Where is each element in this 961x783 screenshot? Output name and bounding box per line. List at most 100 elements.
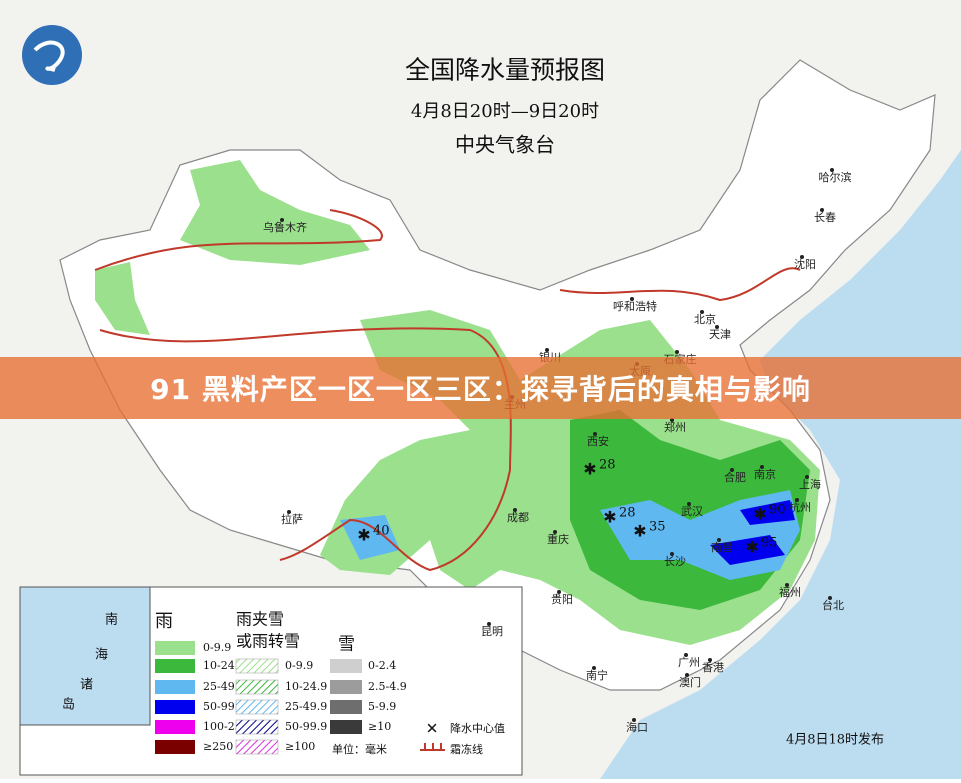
city-label: 合肥 bbox=[724, 470, 746, 484]
city-label: 西安 bbox=[587, 434, 609, 448]
legend-swatch bbox=[155, 720, 195, 734]
legend-swatch bbox=[235, 699, 279, 715]
city-label: 南京 bbox=[754, 467, 776, 481]
south-sea-label: 南 bbox=[105, 612, 118, 628]
city-dot bbox=[670, 418, 674, 422]
legend-unit: 单位：毫米 bbox=[332, 742, 387, 756]
legend-label: 25-49.9 bbox=[285, 700, 327, 713]
city-dot bbox=[730, 468, 734, 472]
rain-area bbox=[710, 500, 795, 565]
city-dot bbox=[553, 530, 557, 534]
city-label: 呼和浩特 bbox=[613, 299, 657, 313]
city-label: 成都 bbox=[507, 511, 529, 524]
city-label: 香港 bbox=[702, 661, 724, 674]
legend-swatch bbox=[330, 700, 362, 714]
city-label: 北京 bbox=[694, 312, 716, 326]
city-dot bbox=[632, 718, 636, 722]
city-dot bbox=[592, 666, 596, 670]
center-marker: ✱ bbox=[633, 522, 646, 541]
legend-swatch bbox=[235, 679, 279, 695]
city-dot bbox=[670, 552, 674, 556]
city-label: 郑州 bbox=[664, 420, 686, 434]
city-dot bbox=[795, 498, 799, 502]
city-label: 天津 bbox=[709, 328, 731, 341]
south-sea-label: 诸 bbox=[80, 678, 93, 693]
legend-center-label: 降水中心值 bbox=[450, 721, 505, 735]
legend-label: 0-9.9 bbox=[203, 641, 231, 654]
center-marker: ✱ bbox=[357, 526, 370, 545]
legend-swatch bbox=[155, 659, 195, 673]
city-dot bbox=[287, 510, 291, 514]
map-subtitle: 4月8日20时—9日20时 bbox=[411, 101, 599, 122]
city-label: 南宁 bbox=[586, 668, 608, 682]
city-dot bbox=[487, 622, 491, 626]
legend-rain-title: 雨 bbox=[155, 611, 173, 632]
city-dot bbox=[830, 168, 834, 172]
city-dot bbox=[700, 310, 704, 314]
legend-swatch bbox=[155, 700, 195, 714]
center-marker: ✱ bbox=[753, 505, 766, 524]
legend-swatch bbox=[235, 719, 279, 735]
city-label: 重庆 bbox=[547, 532, 569, 546]
legend-label: 0-2.4 bbox=[368, 659, 396, 672]
legend-frost-icon bbox=[420, 743, 445, 751]
legend-center-icon: ✕ bbox=[426, 720, 439, 738]
legend-label: 0-9.9 bbox=[285, 659, 313, 672]
legend-swatch bbox=[155, 641, 195, 655]
south-sea-inset bbox=[19, 586, 151, 726]
legend-sleet-title: 雨夹雪 bbox=[236, 610, 284, 629]
legend-swatch bbox=[235, 739, 279, 755]
legend-frost-label: 霜冻线 bbox=[450, 742, 483, 756]
legend-label: ≥10 bbox=[368, 720, 391, 733]
city-label: 杭州 bbox=[789, 500, 811, 514]
rain-area bbox=[340, 515, 400, 560]
legend-label: 2.5-4.9 bbox=[368, 680, 407, 693]
city-label: 长春 bbox=[814, 211, 836, 224]
legend-label: 25-49.9 bbox=[203, 680, 245, 693]
legend-label: 10-24.9 bbox=[203, 659, 245, 672]
legend-snow-title: 雪 bbox=[338, 635, 355, 655]
city-dot bbox=[557, 590, 561, 594]
legend-swatch bbox=[235, 658, 279, 674]
city-label: 昆明 bbox=[481, 625, 503, 638]
city-label: 广州 bbox=[678, 656, 700, 669]
center-marker: ✱ bbox=[603, 508, 616, 527]
city-dot bbox=[805, 475, 809, 479]
city-dot bbox=[675, 350, 679, 354]
city-label: 贵阳 bbox=[551, 593, 573, 606]
south-sea-label: 岛 bbox=[62, 697, 75, 713]
frost-line bbox=[94, 209, 512, 572]
frost-line bbox=[559, 267, 801, 302]
legend-swatch bbox=[330, 720, 362, 734]
rain-area bbox=[95, 262, 150, 335]
center-marker: ✱ bbox=[583, 460, 596, 479]
city-label: 长沙 bbox=[664, 555, 686, 568]
city-dot bbox=[685, 673, 689, 677]
center-value: 35 bbox=[649, 520, 666, 535]
south-sea-label: 海 bbox=[95, 648, 108, 663]
legend-swatch bbox=[155, 680, 195, 694]
city-label: 乌鲁木齐 bbox=[263, 220, 307, 234]
banner: 91 黑料产区一区一区三区：探寻背后的真相与影响 bbox=[0, 357, 961, 419]
city-dot bbox=[708, 658, 712, 662]
city-label: 拉萨 bbox=[281, 512, 303, 526]
issued-date: 4月8日18时发布 bbox=[786, 732, 884, 748]
city-dot bbox=[800, 255, 804, 259]
city-label: 武汉 bbox=[681, 505, 703, 518]
city-label: 南昌 bbox=[711, 541, 733, 554]
legend-swatch bbox=[330, 680, 362, 694]
legend-label: 10-24.9 bbox=[285, 680, 327, 693]
city-dot bbox=[717, 538, 721, 542]
city-dot bbox=[785, 583, 789, 587]
map-title: 全国降水量预报图 bbox=[405, 56, 605, 85]
city-dot bbox=[687, 502, 691, 506]
legend-swatch bbox=[330, 659, 362, 673]
legend-swatch bbox=[155, 740, 195, 754]
city-dot bbox=[820, 208, 824, 212]
center-value: 40 bbox=[373, 524, 390, 539]
city-dot bbox=[630, 297, 634, 301]
center-marker: ✱ bbox=[745, 538, 758, 557]
city-label: 海口 bbox=[626, 720, 648, 734]
legend-label: 50-99.9 bbox=[285, 720, 327, 733]
